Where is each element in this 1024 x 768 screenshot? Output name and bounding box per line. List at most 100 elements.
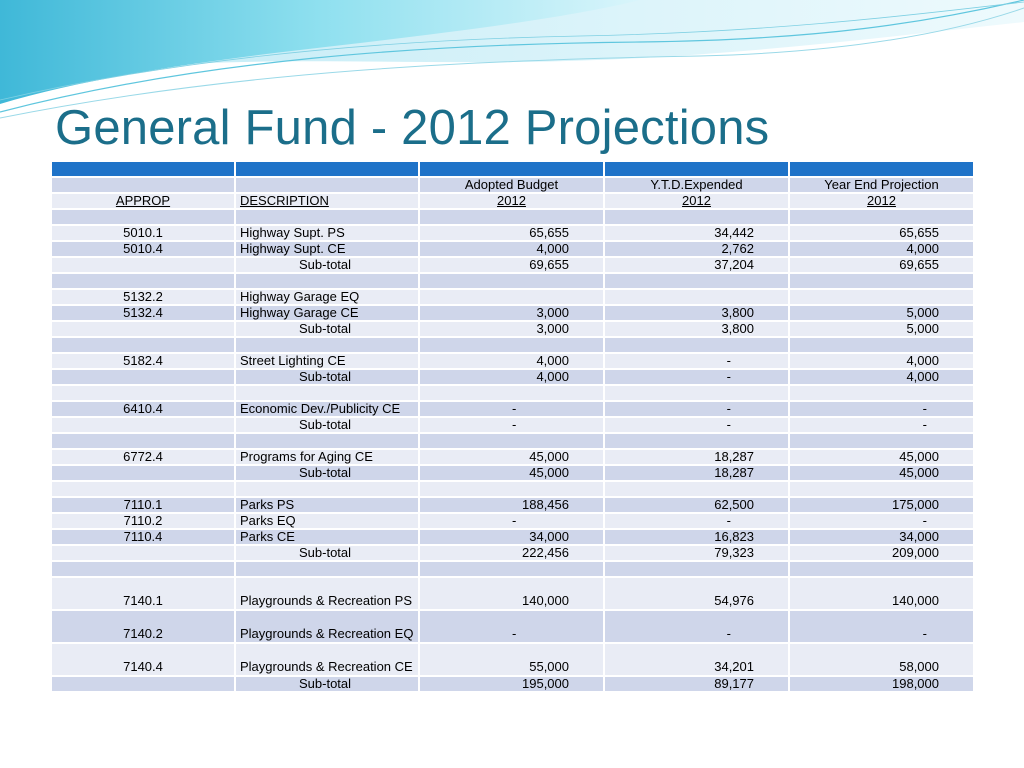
- adopted-budget-cell: [418, 384, 605, 402]
- description-cell: Economic Dev./Publicity CE: [234, 400, 420, 418]
- approp-cell: [50, 256, 236, 274]
- description-cell: Sub-total: [234, 416, 420, 434]
- table-row: 6410.4 Economic Dev./Publicity CE - - -: [50, 400, 975, 418]
- description-cell: Playgrounds & Recreation PS: [234, 576, 420, 611]
- adopted-budget-cell: 45,000: [418, 464, 605, 482]
- ytd-expended-cell: -: [603, 352, 790, 370]
- approp-cell: [50, 368, 236, 386]
- description-cell: [234, 336, 420, 354]
- table-row: [50, 272, 975, 290]
- approp-cell: [50, 432, 236, 450]
- description-cell: Highway Supt. CE: [234, 240, 420, 258]
- description-cell: Parks PS: [234, 496, 420, 514]
- table-row: [50, 432, 975, 450]
- table-row: 5010.4 Highway Supt. CE 4,000 2,762 4,000: [50, 240, 975, 258]
- col-header-year-ytd: 2012: [682, 193, 711, 208]
- year-end-projection-cell: 4,000: [788, 352, 975, 370]
- adopted-budget-cell: 45,000: [418, 448, 605, 466]
- wave-line-2: [0, 7, 1024, 119]
- approp-cell: [50, 480, 236, 498]
- ytd-expended-cell: -: [603, 400, 790, 418]
- adopted-budget-cell: -: [418, 400, 605, 418]
- approp-cell: 6410.4: [50, 400, 236, 418]
- adopted-budget-cell: [418, 272, 605, 290]
- description-cell: Sub-total: [234, 256, 420, 274]
- adopted-budget-cell: [418, 432, 605, 450]
- ytd-expended-cell: 37,204: [603, 256, 790, 274]
- table-row: 5132.4 Highway Garage CE 3,000 3,800 5,000: [50, 304, 975, 322]
- adopted-budget-cell: [418, 288, 605, 306]
- table-row: 5132.2 Highway Garage EQ: [50, 288, 975, 306]
- year-end-projection-cell: 69,655: [788, 256, 975, 274]
- header-bar-cell: [788, 160, 975, 178]
- description-cell: Programs for Aging CE: [234, 448, 420, 466]
- col-header-appr-blank: [50, 176, 236, 194]
- adopted-budget-cell: 3,000: [418, 304, 605, 322]
- table-row: 7140.4 Playgrounds & Recreation CE 55,000 3…: [50, 642, 975, 677]
- approp-cell: [50, 272, 236, 290]
- approp-cell: [50, 416, 236, 434]
- adopted-budget-cell: 195,000: [418, 675, 605, 693]
- year-end-projection-cell: 209,000: [788, 544, 975, 562]
- description-cell: Highway Garage CE: [234, 304, 420, 322]
- ytd-expended-cell: [603, 480, 790, 498]
- description-cell: Sub-total: [234, 544, 420, 562]
- wave-dark-band: [0, 0, 640, 104]
- ytd-expended-cell: 18,287: [603, 448, 790, 466]
- description-cell: Sub-total: [234, 675, 420, 693]
- ytd-expended-cell: 54,976: [603, 576, 790, 611]
- col-header-description: DESCRIPTION: [240, 193, 329, 208]
- adopted-budget-cell: [418, 208, 605, 226]
- adopted-budget-cell: -: [418, 609, 605, 644]
- year-end-projection-cell: [788, 560, 975, 578]
- description-cell: Sub-total: [234, 320, 420, 338]
- approp-cell: [50, 464, 236, 482]
- approp-cell: 5010.4: [50, 240, 236, 258]
- col-header-adopted-budget: Adopted Budget: [418, 176, 605, 194]
- approp-cell: 7110.1: [50, 496, 236, 514]
- ytd-expended-cell: 2,762: [603, 240, 790, 258]
- approp-cell: [50, 208, 236, 226]
- subtotal-row: Sub-total 45,000 18,287 45,000: [50, 464, 975, 482]
- year-end-projection-cell: [788, 208, 975, 226]
- year-end-projection-cell: -: [788, 512, 975, 530]
- ytd-expended-cell: [603, 288, 790, 306]
- approp-cell: [50, 320, 236, 338]
- year-end-projection-cell: 5,000: [788, 320, 975, 338]
- description-cell: [234, 208, 420, 226]
- approp-cell: 5010.1: [50, 224, 236, 242]
- ytd-expended-cell: -: [603, 416, 790, 434]
- adopted-budget-cell: -: [418, 512, 605, 530]
- description-cell: [234, 480, 420, 498]
- approp-cell: [50, 675, 236, 693]
- year-end-projection-cell: [788, 480, 975, 498]
- adopted-budget-cell: 4,000: [418, 368, 605, 386]
- col-header-year-end-projection: Year End Projection: [788, 176, 975, 194]
- adopted-budget-cell: [418, 336, 605, 354]
- adopted-budget-cell: [418, 560, 605, 578]
- budget-table-body: Adopted Budget Y.T.D.Expended Year End P…: [50, 160, 975, 693]
- approp-cell: 7140.2: [50, 609, 236, 644]
- adopted-budget-cell: 140,000: [418, 576, 605, 611]
- header-bar-cell: [603, 160, 790, 178]
- table-row: [50, 208, 975, 226]
- table-row: [50, 480, 975, 498]
- col-header-ytd-expended: Y.T.D.Expended: [603, 176, 790, 194]
- table-row: 6772.4 Programs for Aging CE 45,000 18,287 4…: [50, 448, 975, 466]
- table-row: 7140.1 Playgrounds & Recreation PS 140,000…: [50, 576, 975, 611]
- table-row: 7110.1 Parks PS 188,456 62,500 175,000: [50, 496, 975, 514]
- year-end-projection-cell: [788, 288, 975, 306]
- ytd-expended-cell: 3,800: [603, 304, 790, 322]
- adopted-budget-cell: 69,655: [418, 256, 605, 274]
- ytd-expended-cell: [603, 336, 790, 354]
- adopted-budget-cell: 65,655: [418, 224, 605, 242]
- approp-cell: 7140.1: [50, 576, 236, 611]
- adopted-budget-cell: [418, 480, 605, 498]
- ytd-expended-cell: [603, 432, 790, 450]
- year-end-projection-cell: 5,000: [788, 304, 975, 322]
- description-cell: Sub-total: [234, 368, 420, 386]
- year-end-projection-cell: [788, 336, 975, 354]
- year-end-projection-cell: -: [788, 609, 975, 644]
- ytd-expended-cell: -: [603, 512, 790, 530]
- subtotal-row: Sub-total 222,456 79,323 209,000: [50, 544, 975, 562]
